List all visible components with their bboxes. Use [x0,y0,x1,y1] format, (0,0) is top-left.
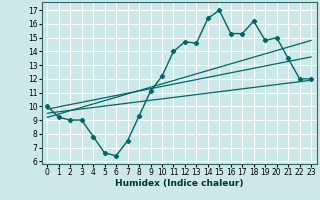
X-axis label: Humidex (Indice chaleur): Humidex (Indice chaleur) [115,179,244,188]
